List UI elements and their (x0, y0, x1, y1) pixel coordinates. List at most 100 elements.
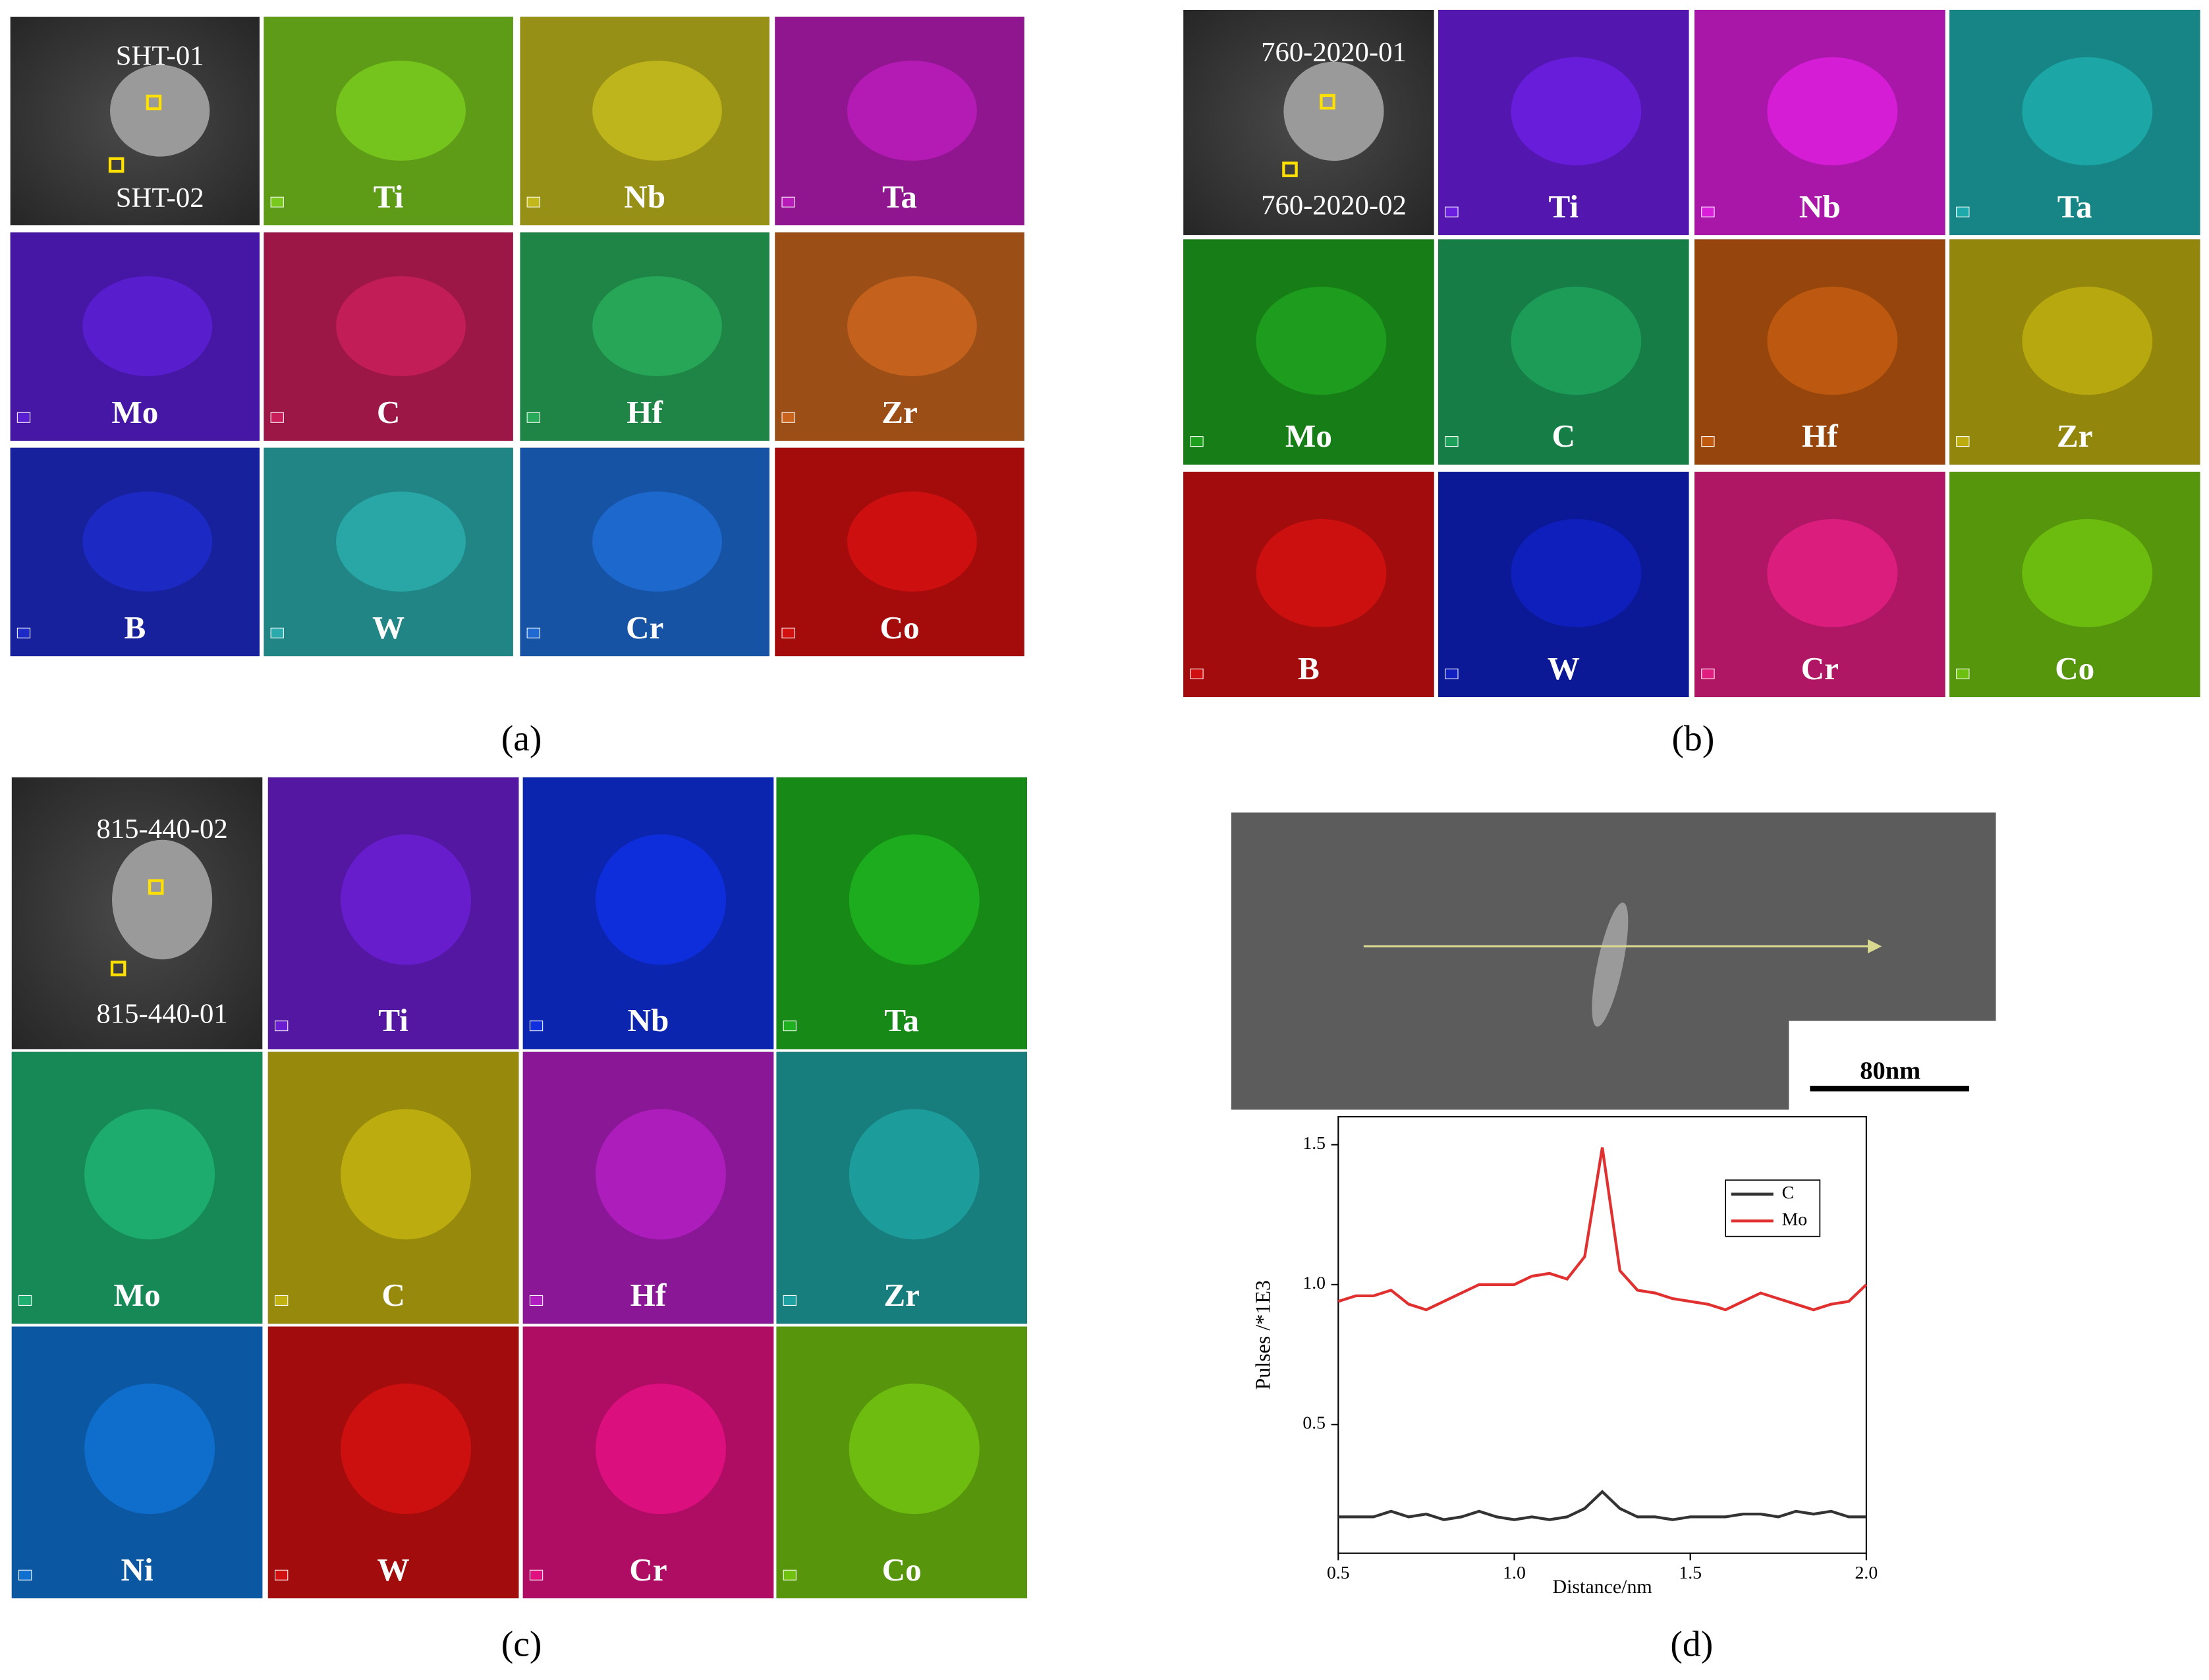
particle (1283, 61, 1384, 161)
eds-panel: 760-2020-01 760-2020-02 Ti Nb Ta Mo C Hf Zr B W Cr C… (1183, 9, 2200, 698)
legend-swatch (783, 1021, 797, 1032)
element-label: W (1548, 650, 1580, 686)
element-label: C (381, 1277, 405, 1313)
map-particle (341, 1109, 472, 1240)
map-particle (592, 491, 722, 592)
element-label: Ta (884, 1002, 919, 1038)
y-tick-label: 1.5 (1302, 1133, 1326, 1154)
legend-swatch (529, 1295, 544, 1306)
legend-swatch (16, 627, 31, 638)
legend-swatch (1445, 436, 1459, 447)
tem-image: 80nm (1231, 812, 1996, 1110)
legend-swatch (781, 412, 795, 423)
sample-label: 760-2020-01 (1261, 37, 1407, 68)
map-particle (341, 1384, 472, 1515)
map-particle (1511, 518, 1642, 628)
marker (146, 94, 162, 111)
map-particle (849, 1109, 980, 1240)
element-label: Nb (624, 179, 665, 215)
legend-swatch (18, 1569, 32, 1581)
legend-label: Mo (1782, 1210, 1808, 1230)
map-particle (84, 1384, 215, 1515)
particle (110, 65, 210, 157)
sample-label: 760-2020-02 (1261, 190, 1407, 221)
map-particle (336, 61, 466, 161)
marker (148, 879, 164, 895)
sample-label: SHT-01 (116, 41, 204, 72)
map-particle (336, 491, 466, 592)
element-label: Cr (626, 609, 663, 646)
element-label: Mo (114, 1277, 161, 1313)
eds-panel: SHT-01 SHT-02 Ti Nb Ta Mo C Hf Zr B W Cr Co (10, 16, 1024, 657)
map-particle (1767, 287, 1898, 395)
element-label: Zr (883, 1277, 920, 1313)
y-tick-label: 1.0 (1302, 1273, 1326, 1293)
map-particle (82, 491, 213, 592)
legend-swatch (270, 627, 284, 638)
legend-swatch (1956, 436, 1970, 447)
map-particle (1256, 287, 1387, 395)
marker (110, 961, 126, 976)
x-tick-label: 2.0 (1855, 1563, 1878, 1583)
map-particle (596, 834, 726, 965)
element-label: Cr (629, 1552, 667, 1588)
legend-swatch (781, 627, 795, 638)
element-label: Co (2055, 650, 2094, 686)
map-particle (2022, 518, 2153, 628)
legend-swatch (270, 196, 284, 208)
element-label: Ti (374, 179, 404, 215)
element-label: Ni (121, 1552, 153, 1588)
element-label: Mo (111, 394, 158, 430)
legend-swatch (783, 1569, 797, 1581)
legend-swatch (1956, 206, 1970, 217)
legend-swatch (526, 627, 540, 638)
legend-swatch (18, 1295, 32, 1306)
marker (108, 157, 125, 173)
element-label: C (377, 394, 401, 430)
map-particle (2022, 287, 2153, 395)
legend-swatch (1190, 668, 1204, 679)
series-line (1338, 1490, 1866, 1521)
legend-swatch (274, 1295, 289, 1306)
element-label: Ta (2057, 188, 2092, 225)
legend-swatch (274, 1569, 289, 1581)
map-particle (592, 61, 722, 161)
legend-swatch (529, 1569, 544, 1581)
element-label: W (372, 609, 405, 646)
element-label: Hf (627, 394, 663, 430)
panel-label: (c) (501, 1624, 542, 1665)
element-label: Hf (1802, 418, 1838, 454)
legend-swatch (16, 412, 31, 423)
element-label: Nb (628, 1002, 669, 1038)
map-particle (592, 276, 722, 376)
marker (1282, 161, 1298, 177)
eds-panel: 815-440-02 815-440-01 Ti Nb Ta Mo C Hf Zr Ni W Cr Co (11, 777, 1027, 1599)
element-label: B (1298, 650, 1320, 686)
legend-swatch (1701, 668, 1715, 679)
legend-swatch (526, 196, 540, 208)
legend-swatch (1445, 206, 1459, 217)
y-tick-label: 0.5 (1302, 1413, 1326, 1434)
sample-label: 815-440-01 (96, 999, 227, 1030)
legend-label: C (1782, 1183, 1795, 1203)
legend-swatch (1190, 436, 1204, 447)
legend-swatch (270, 412, 284, 423)
y-axis-label: Pulses /*1E3 (1251, 1280, 1275, 1389)
element-label: Co (880, 609, 919, 646)
map-particle (341, 834, 472, 965)
legend-swatch (1956, 668, 1970, 679)
legend-swatch (274, 1021, 289, 1032)
legend-box (1725, 1179, 1821, 1237)
x-tick-label: 1.0 (1503, 1563, 1526, 1583)
map-particle (847, 491, 977, 592)
series-line (1337, 1147, 1868, 1312)
panel-label: (a) (501, 718, 542, 759)
map-particle (596, 1109, 726, 1240)
legend-swatch (526, 412, 540, 423)
x-tick-label: 0.5 (1327, 1563, 1350, 1583)
panel-label: (d) (1670, 1624, 1713, 1665)
map-particle (849, 1384, 980, 1515)
element-label: Ti (1549, 188, 1579, 225)
element-label: Zr (2057, 418, 2093, 454)
